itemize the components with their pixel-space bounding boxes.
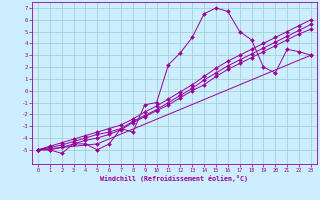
- X-axis label: Windchill (Refroidissement éolien,°C): Windchill (Refroidissement éolien,°C): [100, 175, 248, 182]
